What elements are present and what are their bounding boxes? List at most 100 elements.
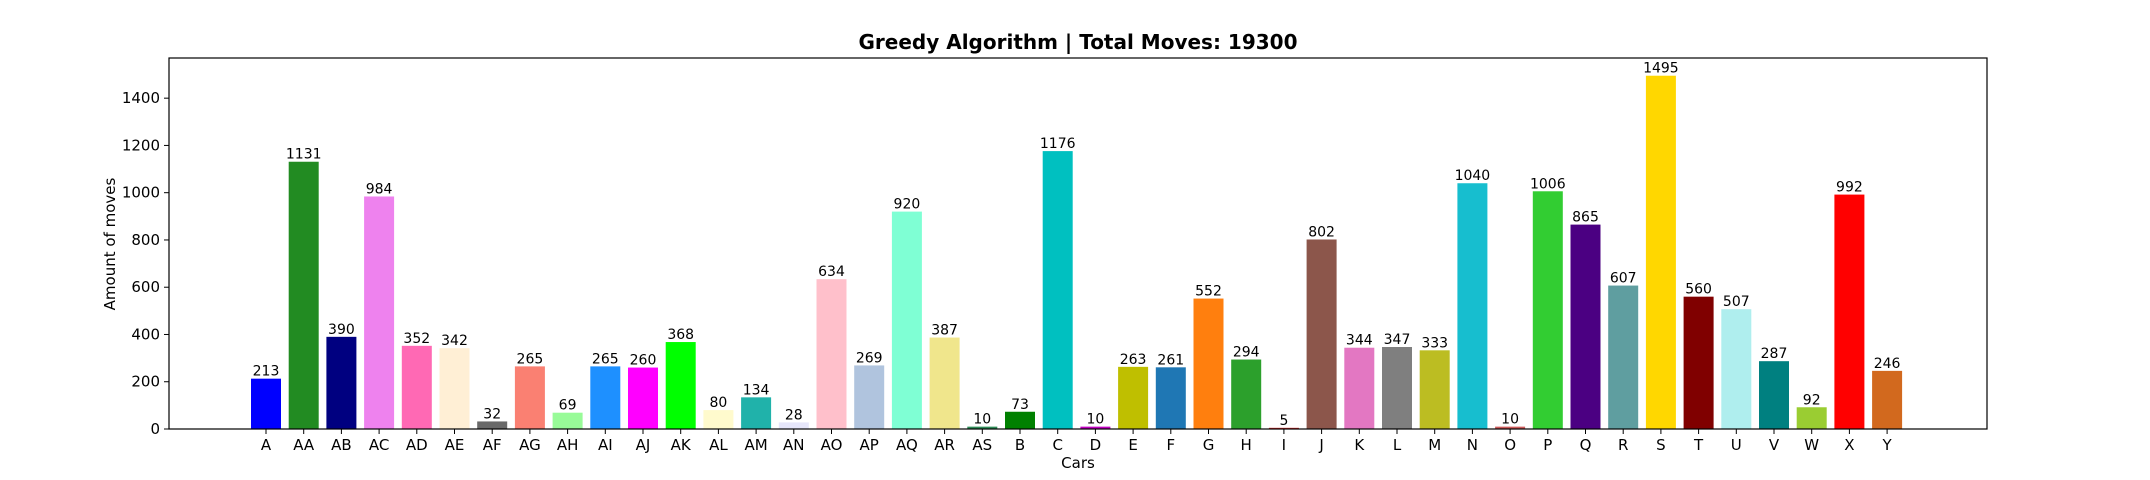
x-tick-label-j: J [1318,436,1323,454]
bar-r [1608,285,1639,429]
y-tick-label-0: 0 [150,420,160,438]
bar-a [251,378,281,429]
data-label-ar: 387 [931,323,958,339]
bar-al [703,410,734,429]
chart-title: Greedy Algorithm | Total Moves: 19300 [859,30,1298,54]
x-tick-label-ab: AB [331,436,352,454]
data-label-k: 344 [1346,333,1373,349]
data-label-ac: 984 [366,181,393,197]
bar-q [1570,224,1601,429]
data-label-f: 261 [1157,352,1184,368]
bar-as [967,426,998,429]
data-label-u: 507 [1723,294,1750,310]
x-tick-label-y: Y [1882,436,1893,454]
x-tick-label-ai: AI [598,436,613,454]
data-label-p: 1006 [1530,176,1566,192]
y-tick-label-800: 800 [131,231,160,249]
bar-l [1382,347,1412,429]
x-tick-label-q: Q [1580,436,1592,454]
x-tick-label-ae: AE [445,436,465,454]
y-tick-label-400: 400 [131,325,160,343]
bar-n [1457,183,1488,429]
x-tick-label-g: G [1203,436,1215,454]
data-label-d: 10 [1086,412,1104,428]
x-tick-label-an: AN [783,436,804,454]
data-label-i: 5 [1279,413,1288,429]
x-tick-label-ak: AK [671,436,692,454]
plot-frame [168,57,1988,430]
x-tick-label-w: W [1804,436,1819,454]
x-tick-label-o: O [1504,436,1516,454]
bar-g [1193,298,1224,429]
bar-b [1005,411,1035,429]
bar-ai [590,366,621,429]
bar-o [1495,426,1526,429]
y-axis-title: Amount of moves [101,177,119,310]
y-axis: 0 200 400 600 800 1000 1200 1400 [122,89,169,438]
data-label-e: 263 [1120,352,1147,368]
data-label-a: 213 [253,364,280,380]
data-label-s: 1495 [1643,61,1679,77]
data-label-ab: 390 [328,322,355,338]
bar-w [1796,407,1827,429]
data-label-r: 607 [1610,271,1637,287]
x-tick-label-a: A [261,436,272,454]
bar-k [1344,347,1375,429]
data-label-t: 560 [1685,282,1712,298]
x-tick-label-x: X [1844,436,1854,454]
data-label-ao: 634 [818,264,845,280]
x-tick-label-ao: AO [821,436,843,454]
y-tick-label-1400: 1400 [122,89,160,107]
data-label-ai: 265 [592,351,619,367]
y-tick-label-1200: 1200 [122,136,160,154]
bar-aj [628,367,658,429]
data-labels-layer: 213 1131 390 984 352 342 32 265 69 265 260 368 80 134… [253,61,1901,429]
bar-ae [439,348,470,429]
bar-an [778,422,809,429]
bar-af [477,421,508,429]
bar-aa [288,161,319,430]
x-tick-label-n: N [1467,436,1478,454]
bar-ar [929,337,960,429]
data-label-ad: 352 [403,331,430,347]
data-label-af: 32 [483,406,501,422]
bar-ab [326,336,357,429]
x-tick-label-r: R [1618,436,1628,454]
bar-y [1872,370,1903,429]
x-tick-label-u: U [1731,436,1742,454]
data-label-as: 10 [973,412,991,428]
x-tick-label-as: AS [972,436,992,454]
x-tick-label-m: M [1428,436,1441,454]
bar-x [1834,194,1865,429]
x-tick-label-i: I [1282,436,1286,454]
data-label-ag: 265 [517,351,544,367]
bar-am [741,397,772,429]
data-label-l: 347 [1384,332,1411,348]
data-label-aj: 260 [630,353,657,369]
data-label-b: 73 [1011,397,1029,413]
data-label-an: 28 [785,407,803,423]
x-tick-label-ar: AR [934,436,955,454]
data-label-c: 1176 [1040,136,1076,152]
x-tick-label-l: L [1393,436,1402,454]
bar-e [1118,366,1149,429]
bar-aq [891,211,922,429]
x-tick-label-aj: AJ [636,436,651,454]
bar-d [1080,426,1111,429]
bar-u [1721,309,1752,429]
data-label-j: 802 [1308,224,1335,240]
bar-p [1532,191,1563,429]
x-tick-label-e: E [1128,436,1137,454]
data-label-x: 992 [1836,180,1863,196]
x-tick-label-d: D [1090,436,1102,454]
y-tick-label-1000: 1000 [122,184,160,202]
data-label-aq: 920 [894,197,921,213]
x-tick-label-c: C [1052,436,1062,454]
x-tick-label-h: H [1241,436,1252,454]
x-tick-label-ad: AD [406,436,428,454]
data-label-m: 333 [1421,335,1448,351]
data-label-q: 865 [1572,210,1599,226]
data-label-n: 1040 [1455,168,1491,184]
bar-ag [514,366,545,429]
x-tick-label-ah: AH [557,436,579,454]
